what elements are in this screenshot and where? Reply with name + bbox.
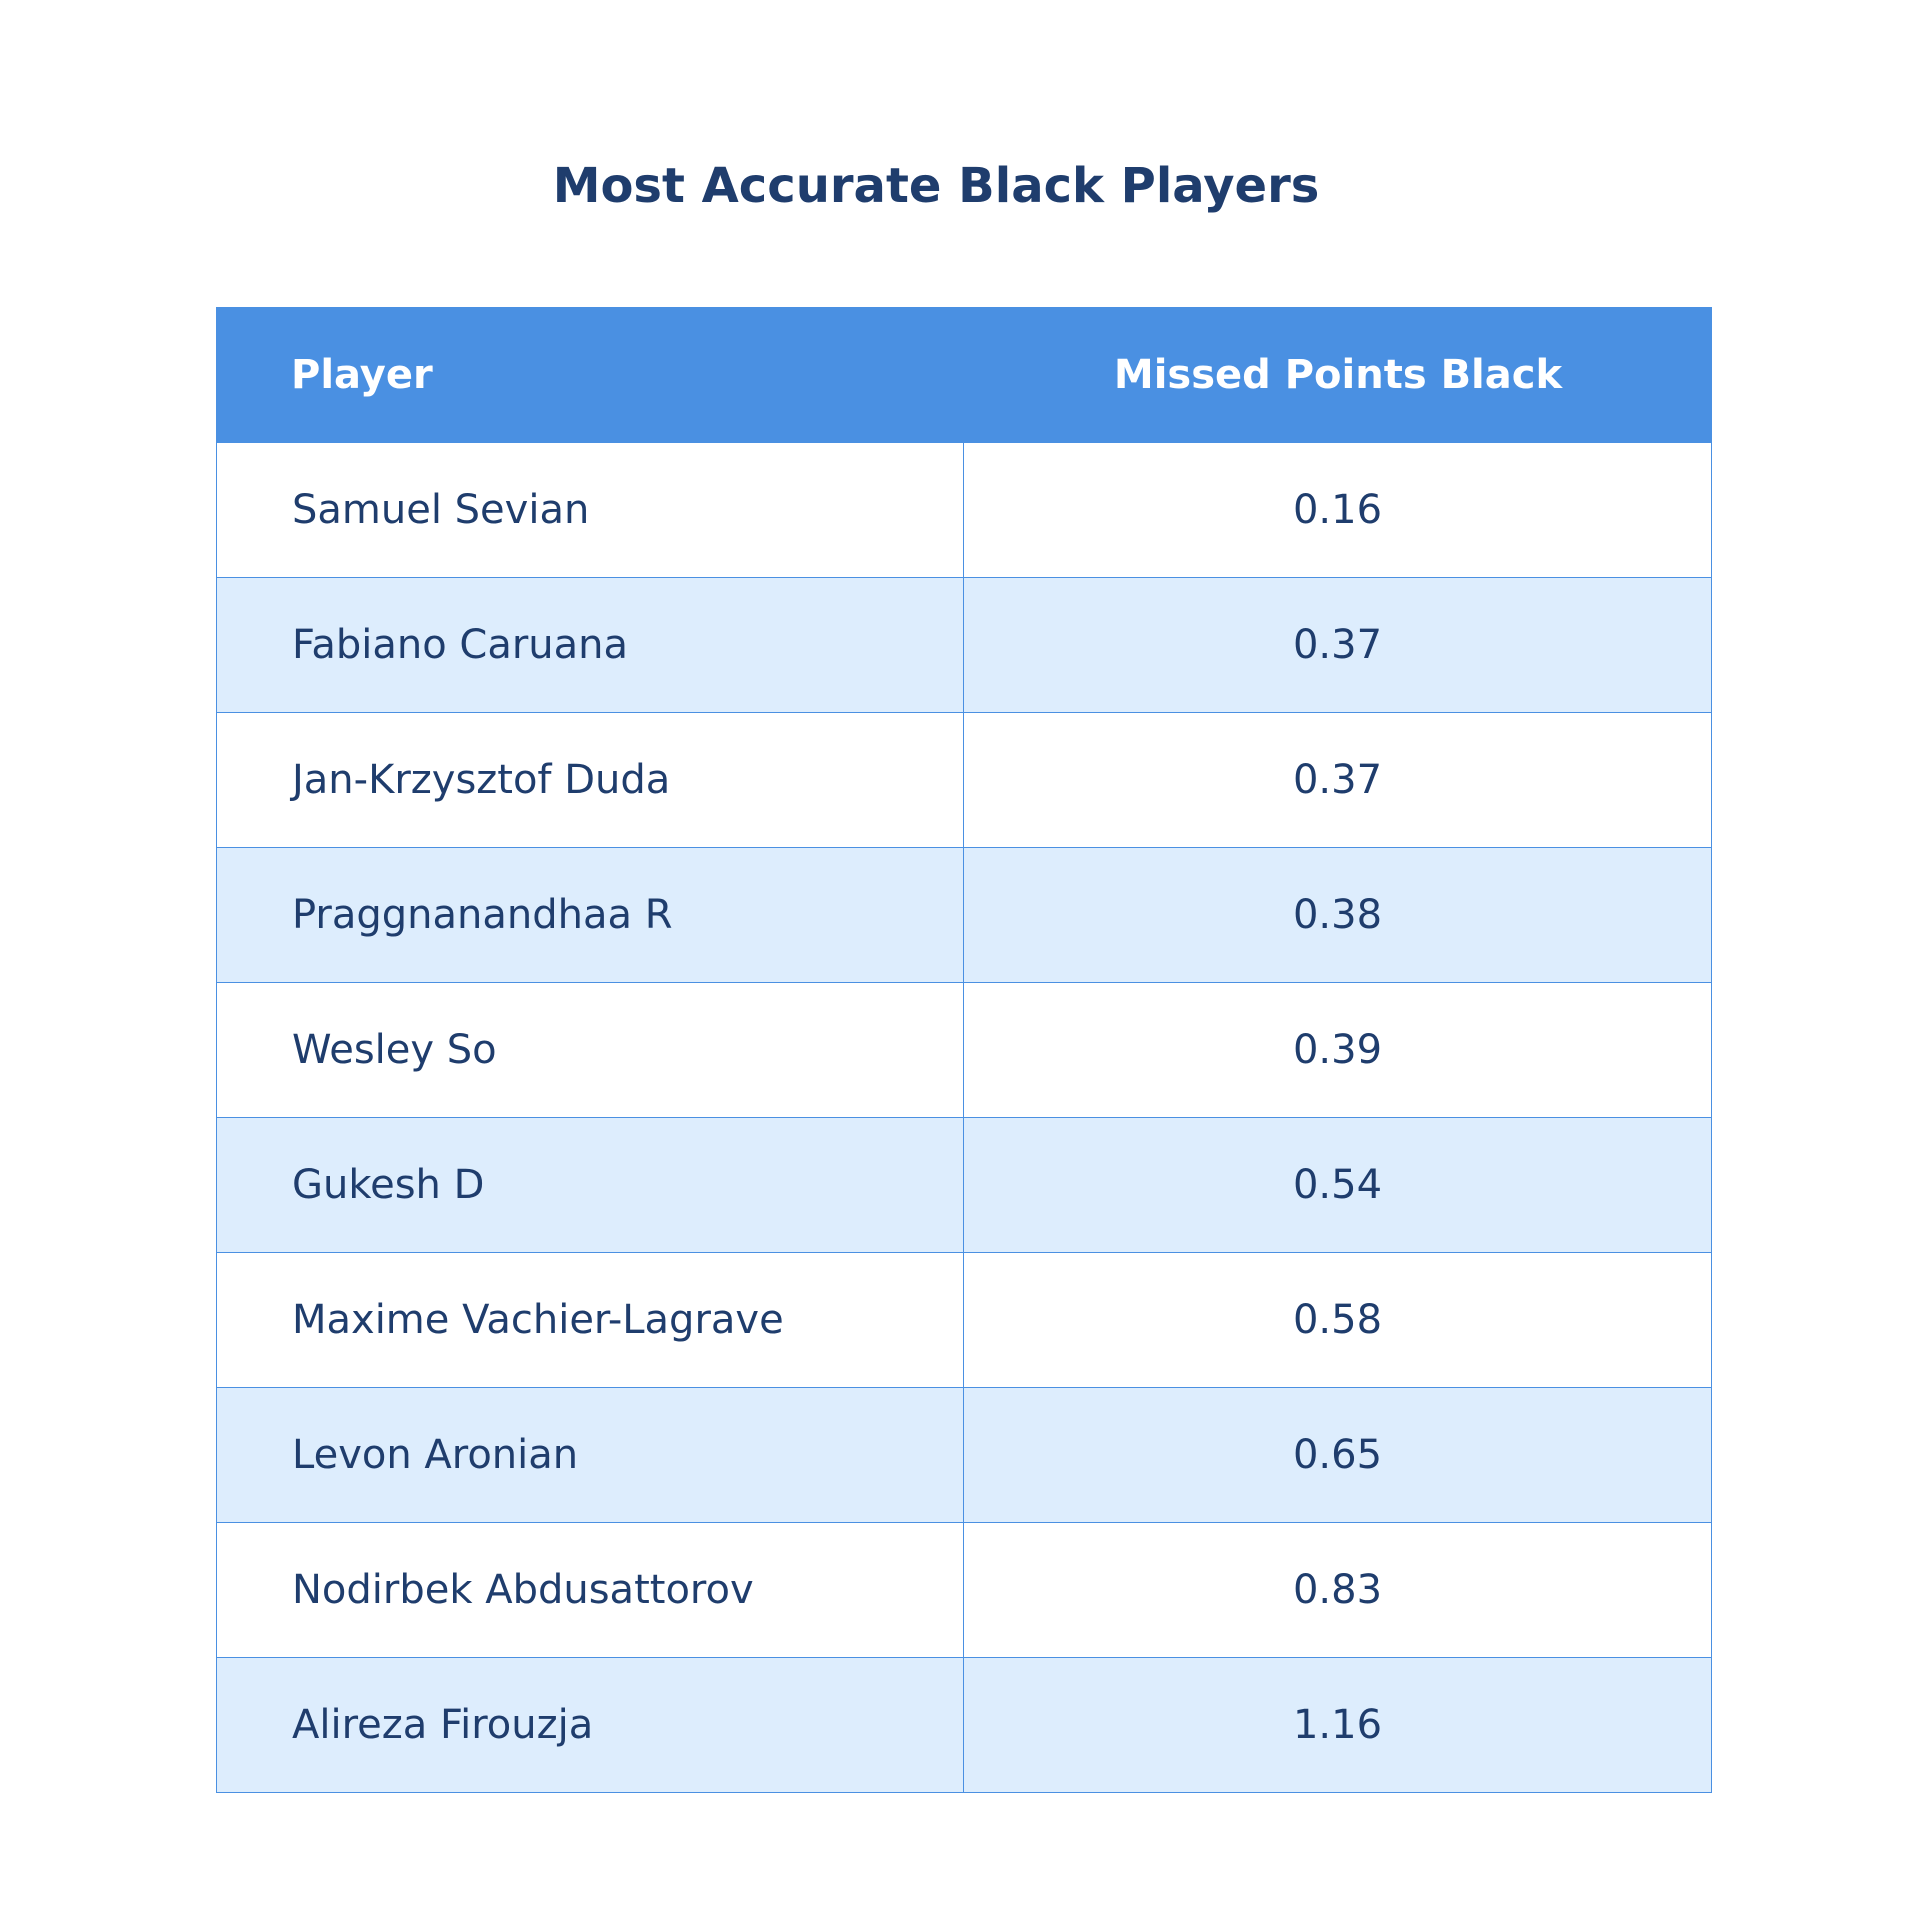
player-name-cell: Praggnanandhaa R [216,848,964,982]
player-name-cell: Gukesh D [216,1118,964,1252]
table-row: Jan-Krzysztof Duda 0.37 [216,713,1712,848]
player-name-cell: Alireza Firouzja [216,1658,964,1792]
table-row: Praggnanandhaa R 0.38 [216,848,1712,983]
player-name-cell: Levon Aronian [216,1388,964,1522]
table-row: Fabiano Caruana 0.37 [216,578,1712,713]
table-row: Maxime Vachier-Lagrave 0.58 [216,1253,1712,1388]
column-header-missed-points-black: Missed Points Black [1113,352,1563,398]
missed-points-cell: 0.37 [964,578,1712,712]
table-row: Nodirbek Abdusattorov 0.83 [216,1523,1712,1658]
missed-points-cell: 0.37 [964,713,1712,847]
player-name-cell: Samuel Sevian [216,443,964,577]
table-row: Alireza Firouzja 1.16 [216,1658,1712,1793]
table-row: Samuel Sevian 0.16 [216,443,1712,578]
player-name-cell: Jan-Krzysztof Duda [216,713,964,847]
table-row: Wesley So 0.39 [216,983,1712,1118]
table-row: Levon Aronian 0.65 [216,1388,1712,1523]
missed-points-cell: 0.54 [964,1118,1712,1252]
player-name-cell: Maxime Vachier-Lagrave [216,1253,964,1387]
missed-points-cell: 1.16 [964,1658,1712,1792]
data-table: Player Missed Points Black Samuel Sevian… [216,307,1712,1793]
missed-points-cell: 0.58 [964,1253,1712,1387]
player-name-cell: Wesley So [216,983,964,1117]
missed-points-cell: 0.16 [964,443,1712,577]
missed-points-cell: 0.83 [964,1523,1712,1657]
missed-points-cell: 0.38 [964,848,1712,982]
missed-points-cell: 0.39 [964,983,1712,1117]
chart-title: Most Accurate Black Players [552,158,1320,214]
player-name-cell: Fabiano Caruana [216,578,964,712]
table-header-row: Player Missed Points Black [216,307,1712,443]
player-name-cell: Nodirbek Abdusattorov [216,1523,964,1657]
table-row: Gukesh D 0.54 [216,1118,1712,1253]
column-header-player: Player [291,352,433,398]
table-body: Samuel Sevian 0.16 Fabiano Caruana 0.37 Jan-… [216,443,1712,1793]
missed-points-cell: 0.65 [964,1388,1712,1522]
